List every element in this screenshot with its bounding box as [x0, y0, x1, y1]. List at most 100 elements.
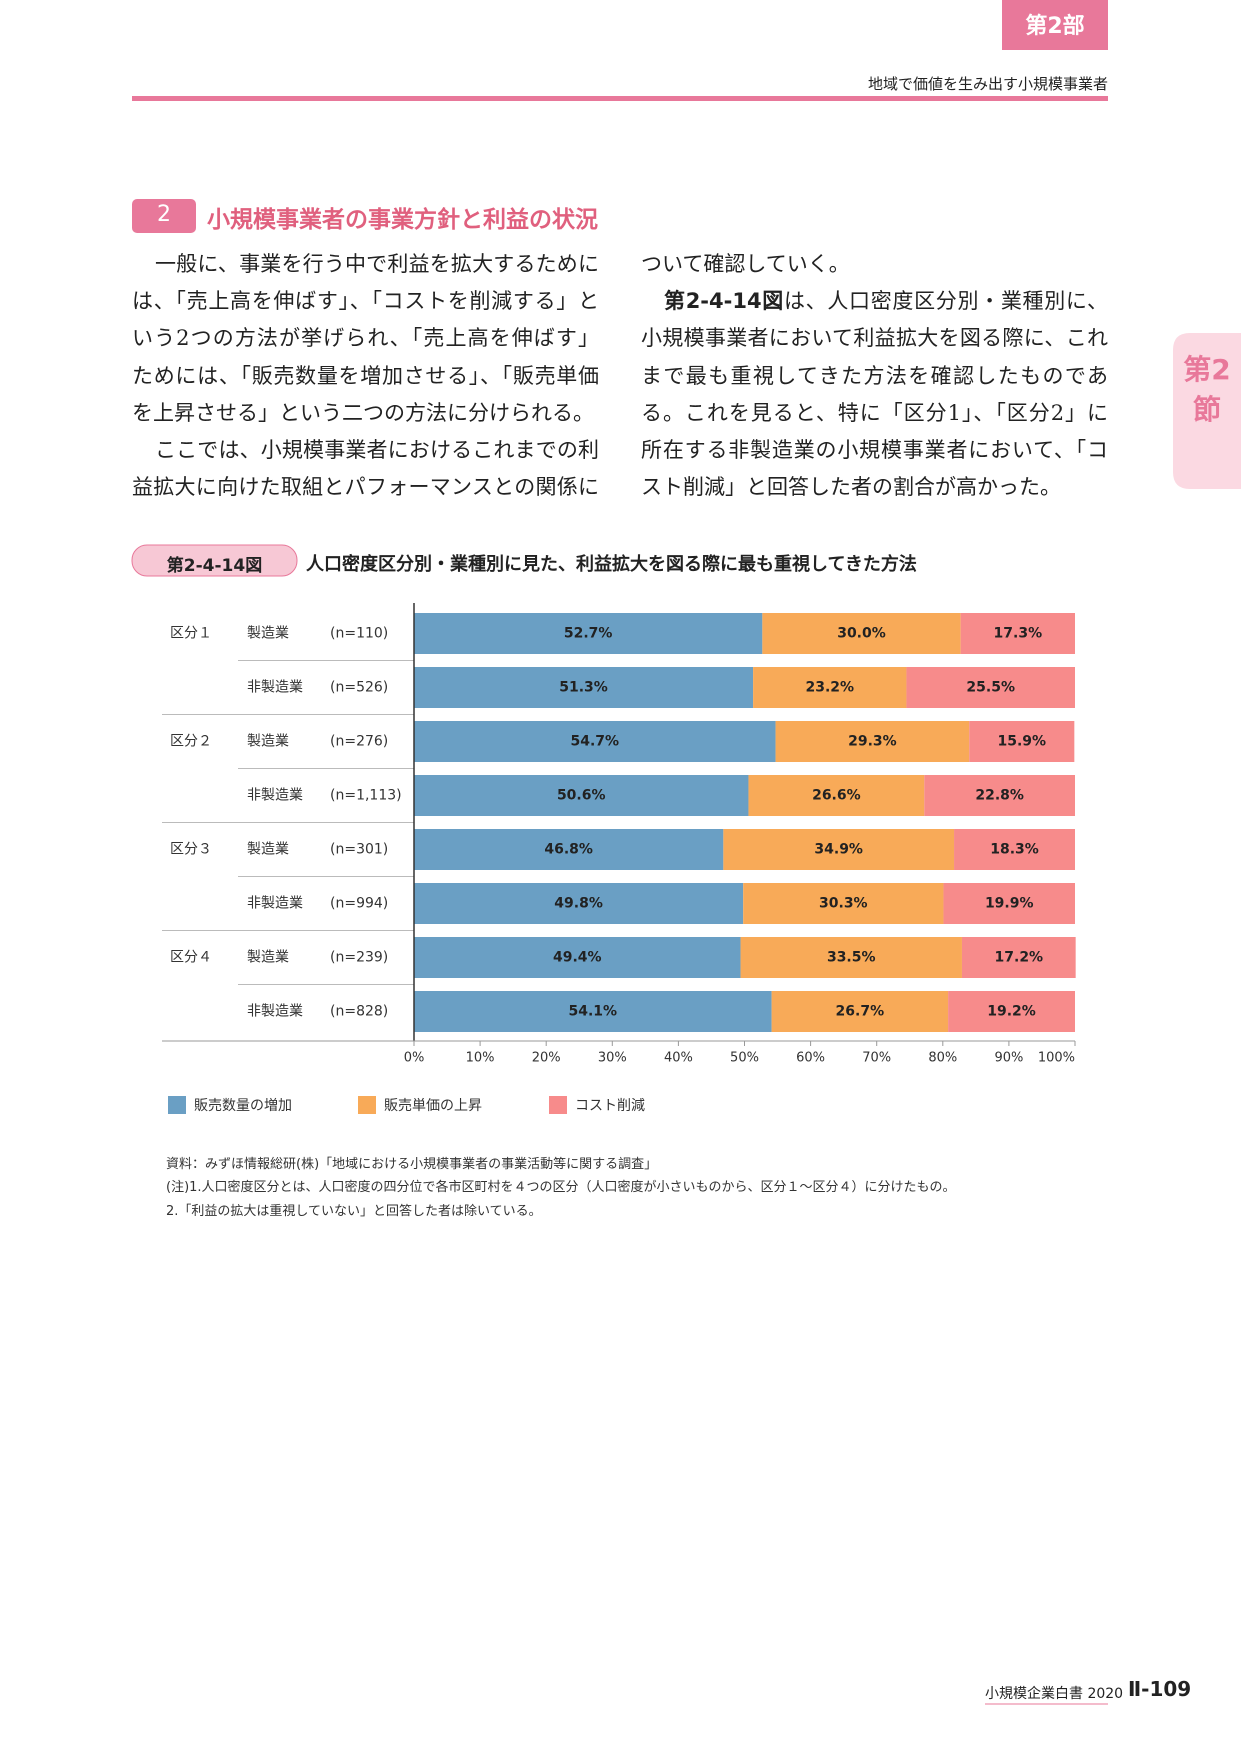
sample-size-label: (n=276): [330, 734, 388, 750]
header-rule: [132, 96, 1108, 101]
text-line: ついて確認していく。: [641, 252, 850, 276]
bar-segment: [969, 721, 1075, 762]
note: 2.「利益の拡大は重視していない」と回答した者は除いている。: [166, 1204, 542, 1219]
legend-label: 販売単価の上昇: [384, 1098, 482, 1114]
x-tick-label: 50%: [730, 1051, 759, 1066]
bar-segment: [740, 937, 962, 978]
legend-label: 販売数量の増加: [194, 1098, 292, 1114]
part-tab: 第2部: [1025, 14, 1085, 39]
sample-size-label: (n=994): [330, 896, 388, 912]
value-label: 50.6%: [557, 788, 606, 804]
bar-segment: [771, 991, 949, 1032]
bar-segment: [748, 775, 925, 816]
text-run: は、人口密度区分別・業種別に、: [783, 289, 1108, 314]
value-label: 30.3%: [819, 896, 868, 912]
bar-segment: [414, 829, 724, 870]
value-label: 25.5%: [966, 680, 1015, 696]
figure-title: 人口密度区分別・業種別に見た、利益拡大を図る際に最も重視してきた方法: [306, 554, 917, 575]
section-title: 小規模事業者の事業方針と利益の状況: [207, 207, 598, 233]
group-label: 区分１: [170, 626, 212, 642]
category-label: 非製造業: [247, 680, 303, 696]
text-line: ためには、「販売数量を増加させる」、「販売単価: [132, 363, 599, 388]
group-label: 区分３: [170, 842, 212, 858]
section-number: 2: [157, 202, 171, 227]
sample-size-label: (n=526): [330, 680, 388, 696]
footer-book: 小規模企業白書 2020: [985, 1686, 1124, 1702]
value-label: 19.9%: [985, 896, 1034, 912]
text-line: を上昇させる」という二つの方法に分けられる。: [132, 400, 594, 425]
bar-segment: [414, 883, 744, 924]
text-line: は、「売上高を伸ばす」、「コストを削減する」と: [132, 289, 599, 314]
bar-segment: [414, 721, 776, 762]
bar-segment: [961, 937, 1076, 978]
bar-segment: [414, 991, 772, 1032]
group-label: 区分２: [170, 734, 212, 750]
bar-segment: [906, 667, 1075, 708]
sample-size-label: (n=110): [330, 626, 388, 642]
text-line: 益拡大に向けた取組とパフォーマンスとの関係に: [132, 475, 599, 500]
value-label: 33.5%: [827, 950, 876, 966]
value-label: 52.7%: [564, 626, 613, 642]
section-number-bg: [132, 199, 196, 233]
text-line: ここでは、小規模事業者におけるこれまでの利: [155, 438, 599, 462]
bar-segment: [775, 721, 970, 762]
value-label: 29.3%: [848, 734, 897, 750]
part-tab-bg: [1002, 0, 1108, 50]
sample-size-label: (n=1,113): [330, 788, 402, 804]
bar-segment: [414, 613, 763, 654]
bar-segment: [954, 829, 1075, 870]
text-line: 小規模事業者において利益拡大を図る際に、これ: [641, 326, 1108, 351]
group-label: 区分４: [170, 950, 212, 966]
x-tick-label: 0%: [404, 1051, 425, 1066]
category-label: 非製造業: [247, 1004, 303, 1020]
value-label: 18.3%: [990, 842, 1039, 858]
value-label: 17.2%: [995, 950, 1044, 966]
value-label: 19.2%: [987, 1004, 1036, 1020]
category-label: 非製造業: [247, 896, 303, 912]
text-line: いう2つの方法が挙げられ、「売上高を伸ばす」: [132, 326, 599, 351]
category-label: 製造業: [247, 734, 289, 750]
bar-segment: [743, 883, 944, 924]
bar-segment: [414, 775, 749, 816]
bar-segment: [753, 667, 907, 708]
legend-swatch: [358, 1096, 376, 1114]
category-label: 製造業: [247, 950, 289, 966]
value-label: 49.4%: [553, 950, 602, 966]
footer-page: Ⅱ-109: [1128, 1677, 1192, 1701]
x-tick-label: 100%: [1038, 1051, 1075, 1066]
bar-segment: [414, 937, 741, 978]
value-label: 54.1%: [569, 1004, 618, 1020]
bar-segment: [960, 613, 1075, 654]
chart: 区分１ 製造業 (n=110) 52.7% 30.0% 17.3% 非製造業 (n=526) 5…: [162, 603, 1076, 1114]
x-tick-label: 70%: [862, 1051, 891, 1066]
value-label: 23.2%: [805, 680, 854, 696]
text-line: 所在する非製造業の小規模事業者において、「コ: [641, 438, 1108, 462]
x-tick-label: 40%: [664, 1051, 693, 1066]
value-label: 30.0%: [837, 626, 886, 642]
category-label: 製造業: [247, 626, 289, 642]
value-label: 26.7%: [836, 1004, 885, 1020]
sample-size-label: (n=301): [330, 842, 388, 858]
x-tick-label: 80%: [928, 1051, 957, 1066]
bar-segment: [943, 883, 1075, 924]
value-label: 17.3%: [994, 626, 1043, 642]
bar-segment: [924, 775, 1075, 816]
note: 資料：みずほ情報総研(株)「地域における小規模事業者の事業活動等に関する調査」: [166, 1157, 658, 1172]
value-label: 51.3%: [559, 680, 608, 696]
x-tick-label: 60%: [796, 1051, 825, 1066]
category-label: 非製造業: [247, 788, 303, 804]
sample-size-label: (n=239): [330, 950, 388, 966]
section-tab-bg: [1173, 333, 1241, 489]
x-tick-label: 30%: [598, 1051, 627, 1066]
x-tick-label: 90%: [994, 1051, 1023, 1066]
bar-segment: [762, 613, 961, 654]
figure-number-bg: [131, 544, 298, 577]
section-tab: 第2節: [1183, 353, 1231, 426]
value-label: 22.8%: [975, 788, 1024, 804]
text-line: る。これを見ると、特に「区分1」、「区分2」に: [641, 400, 1108, 425]
bar-segment: [948, 991, 1075, 1032]
value-label: 54.7%: [570, 734, 619, 750]
legend-swatch: [168, 1096, 186, 1114]
